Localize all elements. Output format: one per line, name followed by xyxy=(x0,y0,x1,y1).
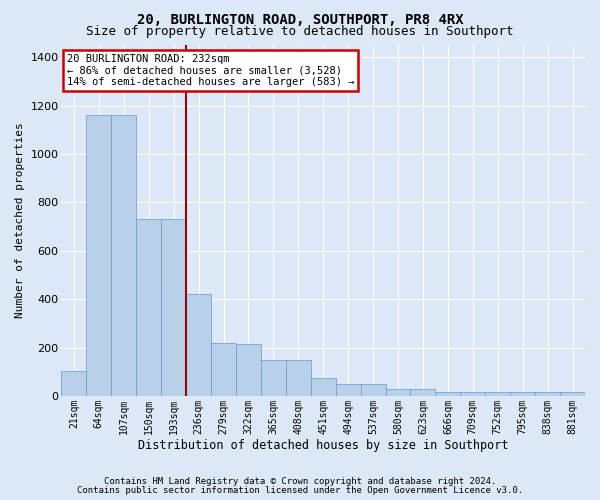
Text: Size of property relative to detached houses in Southport: Size of property relative to detached ho… xyxy=(86,25,514,38)
Text: Contains public sector information licensed under the Open Government Licence v3: Contains public sector information licen… xyxy=(77,486,523,495)
Bar xyxy=(361,384,386,396)
Bar xyxy=(61,370,86,396)
Bar xyxy=(136,219,161,396)
Bar xyxy=(335,384,361,396)
Bar xyxy=(86,115,112,396)
Bar xyxy=(410,388,436,396)
Bar xyxy=(436,392,460,396)
Bar xyxy=(286,360,311,396)
Bar xyxy=(311,378,335,396)
Text: Contains HM Land Registry data © Crown copyright and database right 2024.: Contains HM Land Registry data © Crown c… xyxy=(104,477,496,486)
Bar xyxy=(261,360,286,396)
Text: 20 BURLINGTON ROAD: 232sqm
← 86% of detached houses are smaller (3,528)
14% of s: 20 BURLINGTON ROAD: 232sqm ← 86% of deta… xyxy=(67,54,354,87)
Bar xyxy=(211,342,236,396)
Bar xyxy=(560,392,585,396)
Bar xyxy=(485,392,510,396)
Bar xyxy=(386,388,410,396)
Bar xyxy=(161,219,186,396)
Bar xyxy=(112,115,136,396)
Y-axis label: Number of detached properties: Number of detached properties xyxy=(15,122,25,318)
X-axis label: Distribution of detached houses by size in Southport: Distribution of detached houses by size … xyxy=(138,440,508,452)
Bar xyxy=(460,392,485,396)
Bar xyxy=(535,392,560,396)
Bar xyxy=(186,294,211,396)
Bar xyxy=(510,392,535,396)
Bar xyxy=(236,344,261,396)
Text: 20, BURLINGTON ROAD, SOUTHPORT, PR8 4RX: 20, BURLINGTON ROAD, SOUTHPORT, PR8 4RX xyxy=(137,12,463,26)
